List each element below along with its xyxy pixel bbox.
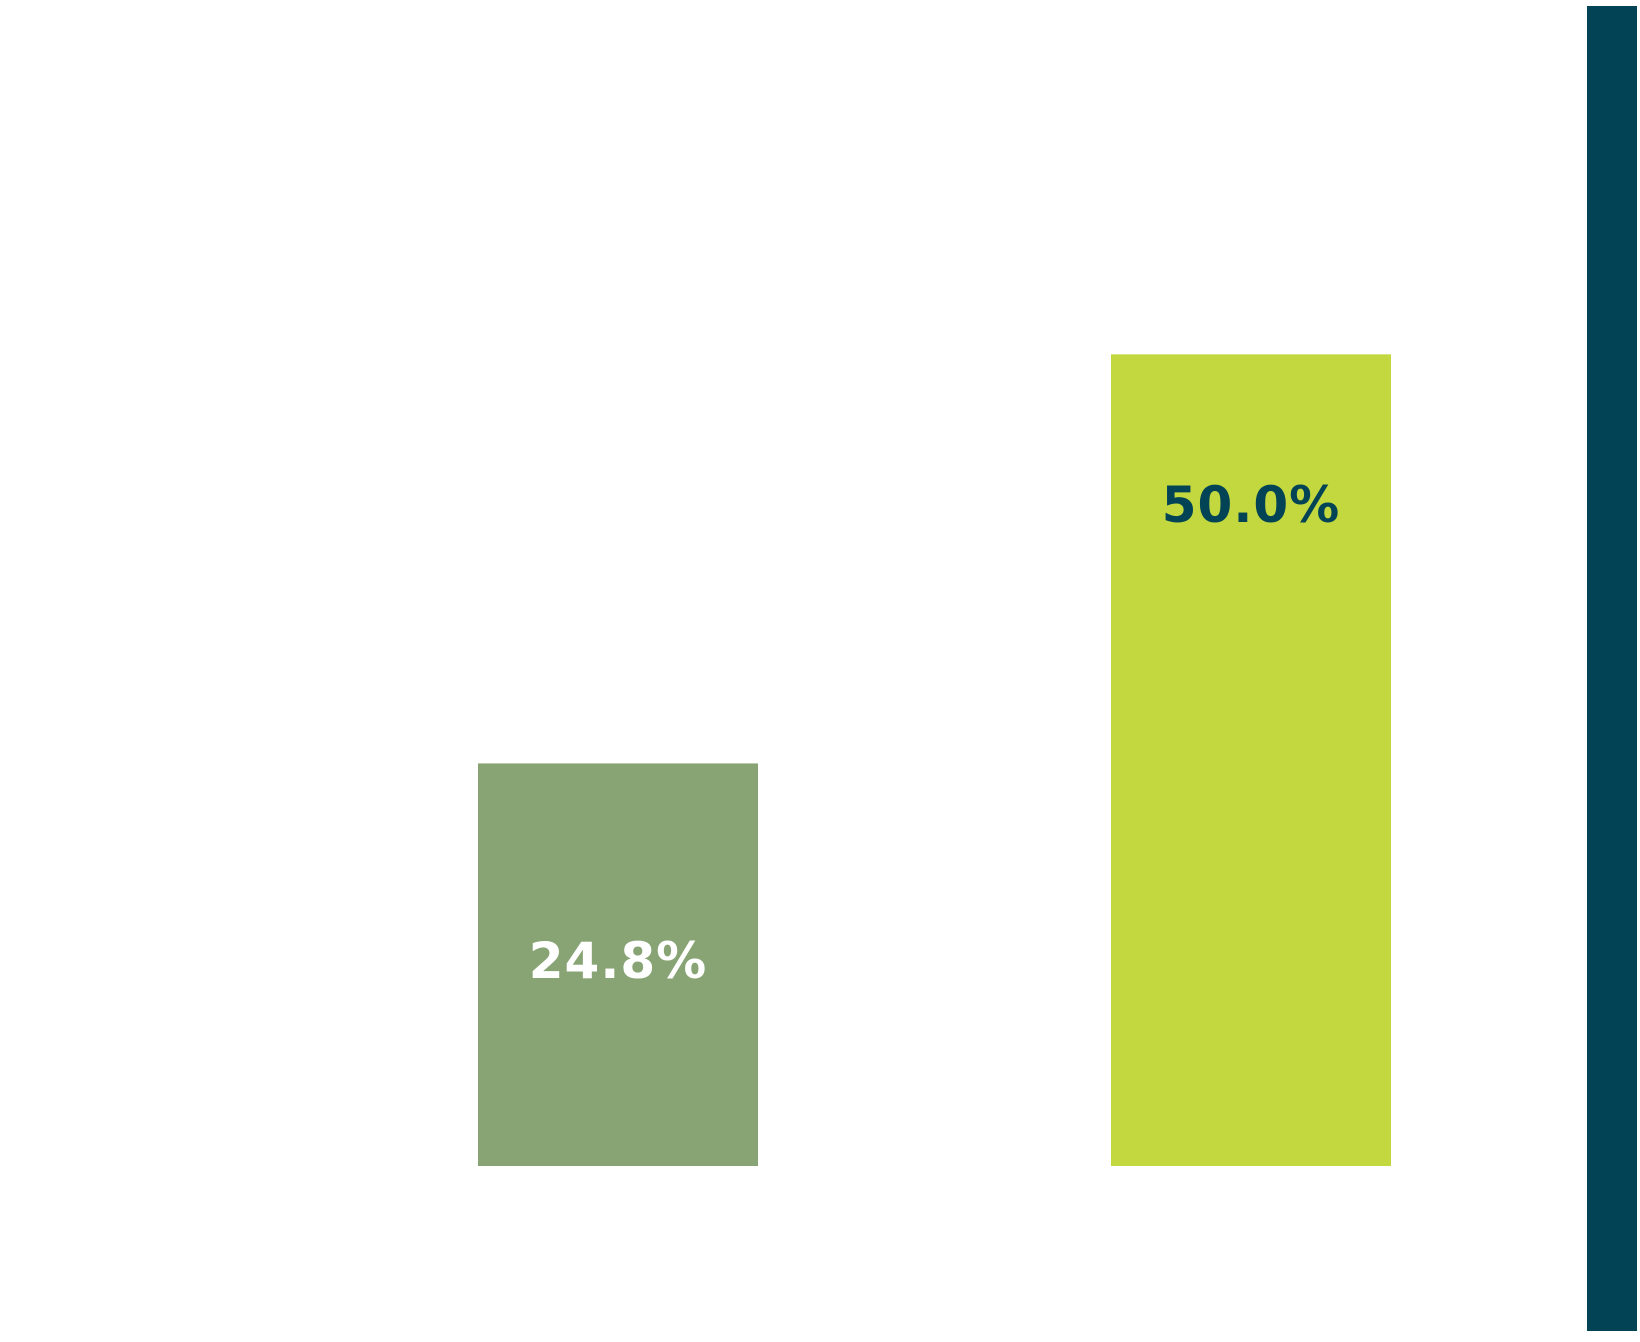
bar-2	[1111, 354, 1391, 1166]
data-label-1: 24.8%	[529, 932, 707, 990]
data-labels-layer: 24.8% 50.0%	[529, 476, 1340, 990]
right-edge-band	[1587, 6, 1637, 1331]
data-label-2: 50.0%	[1162, 476, 1340, 534]
bars-layer	[478, 354, 1391, 1166]
bar-1	[478, 763, 758, 1166]
